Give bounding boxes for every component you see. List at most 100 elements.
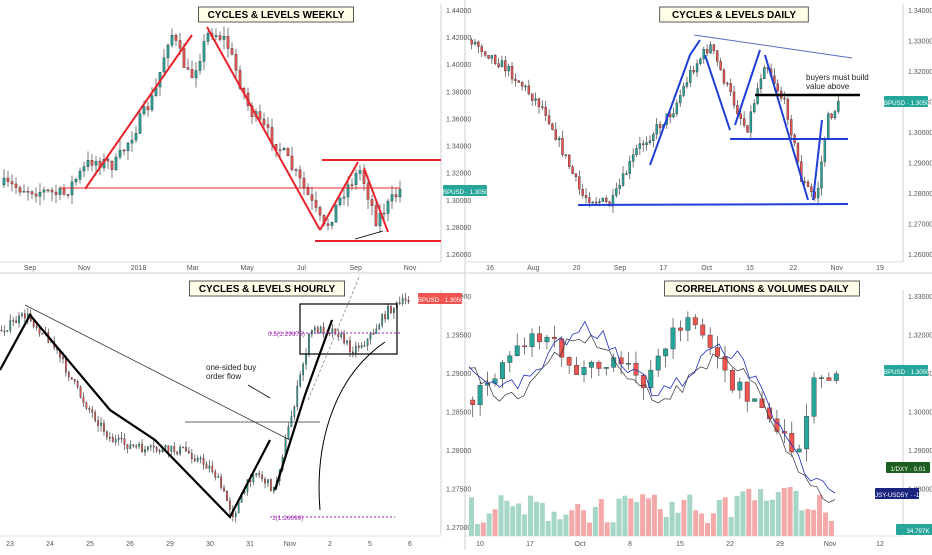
candle-body	[354, 173, 358, 186]
candle-body	[149, 445, 152, 448]
time-tick-label: 17	[659, 265, 667, 272]
candle-body	[591, 201, 594, 204]
candle-body	[3, 330, 6, 333]
time-tick-label: 15	[676, 541, 684, 548]
candle-body	[804, 416, 810, 450]
candle-body	[202, 457, 205, 465]
candle-body	[473, 41, 477, 45]
candle-body	[21, 313, 23, 316]
candle-body	[789, 433, 795, 453]
candle-body	[390, 305, 392, 313]
candle-body	[305, 353, 307, 365]
price-tick-label: 1.33000	[908, 294, 932, 301]
volume-bar	[734, 496, 740, 536]
support-level	[577, 203, 849, 206]
candle-body	[70, 376, 73, 380]
candle-body	[541, 106, 544, 108]
volume-bar	[551, 511, 557, 536]
candle-body	[574, 364, 580, 375]
volume-bar	[769, 499, 775, 536]
candle-body	[504, 60, 507, 72]
candle-body	[310, 194, 314, 201]
cycle-zigzag	[0, 313, 271, 519]
candle-body	[507, 355, 513, 363]
candle-body	[522, 345, 528, 348]
candle-body	[82, 166, 86, 172]
candle-body	[94, 161, 98, 166]
candle-body	[820, 161, 823, 189]
volume-bar	[693, 510, 699, 536]
candle-body	[566, 357, 572, 366]
time-tick-label: Nov	[830, 265, 843, 272]
candle-body	[675, 102, 679, 114]
candle-body	[346, 184, 350, 198]
price-tick-label: 1.30000	[908, 130, 932, 137]
candle-body	[702, 49, 705, 60]
candle-body	[381, 314, 384, 326]
volume-bar	[681, 499, 687, 536]
price-badge: GBPUSD · 1.30501	[413, 297, 468, 304]
candle-body	[514, 345, 520, 357]
candle-body	[185, 447, 187, 452]
candle-body	[830, 113, 833, 119]
candle-body	[223, 487, 225, 492]
candle-body	[46, 189, 50, 192]
candle-body	[217, 476, 220, 478]
price-tick-label: 1.40000	[446, 62, 471, 69]
volume-bar	[699, 513, 705, 536]
candle-body	[375, 328, 378, 334]
candle-body	[166, 44, 170, 59]
fib-label-half: 0.5(1.29975)	[268, 331, 305, 338]
candle-body	[138, 443, 140, 447]
correlation-series-2	[468, 334, 836, 503]
time-tick-label: Oct	[575, 541, 586, 548]
candle-body	[35, 326, 38, 328]
volume-bar	[622, 495, 628, 536]
candle-body	[86, 160, 90, 167]
candle-body	[155, 446, 158, 451]
candle-body	[194, 70, 198, 79]
volume-bar	[504, 500, 510, 536]
volume-bar	[793, 490, 799, 536]
candle-body	[12, 320, 15, 322]
volume-bar	[817, 494, 823, 536]
time-tick-label: Sep	[614, 265, 627, 272]
volume-bar	[516, 503, 522, 536]
price-tick-label: 1.27000	[446, 525, 471, 532]
candle-body	[326, 223, 330, 226]
price-tick-label: 1.36000	[446, 116, 471, 123]
candle-body	[588, 197, 591, 203]
time-tick-label: Jul	[297, 265, 306, 272]
time-tick-label: 2018	[131, 265, 147, 272]
panel-title-box	[188, 280, 345, 297]
candle-body	[293, 406, 296, 417]
candle-body	[500, 60, 504, 68]
price-badge-box	[418, 293, 462, 304]
candle-body	[186, 67, 190, 70]
candle-body	[707, 334, 713, 348]
candle-body	[776, 83, 779, 92]
price-badge: GBPUSD · 1.30501	[879, 369, 932, 376]
candle-body	[270, 479, 272, 492]
cycle-line-up	[84, 34, 193, 190]
candle-body	[337, 333, 340, 338]
volume-bar	[587, 522, 592, 536]
time-tick-label: Nov	[78, 265, 91, 272]
candle-body	[90, 160, 94, 166]
candle-body	[695, 63, 699, 73]
candle-body	[393, 308, 395, 313]
panel-title: CORRELATIONS & VOLUMES DAILY	[675, 284, 849, 295]
candle-body	[299, 374, 302, 387]
candle-body	[658, 124, 662, 129]
candle-body	[220, 476, 222, 488]
candle-body	[18, 315, 20, 324]
candle-body	[122, 149, 126, 152]
candle-body	[581, 188, 584, 196]
time-tick-label: 2	[328, 541, 332, 548]
price-tick-label: 1.26000	[446, 252, 471, 259]
time-tick-label: Sep	[349, 265, 362, 272]
candle-body	[561, 137, 564, 155]
candle-body	[78, 170, 82, 180]
candle-body	[823, 139, 827, 163]
candle-body	[199, 457, 202, 460]
